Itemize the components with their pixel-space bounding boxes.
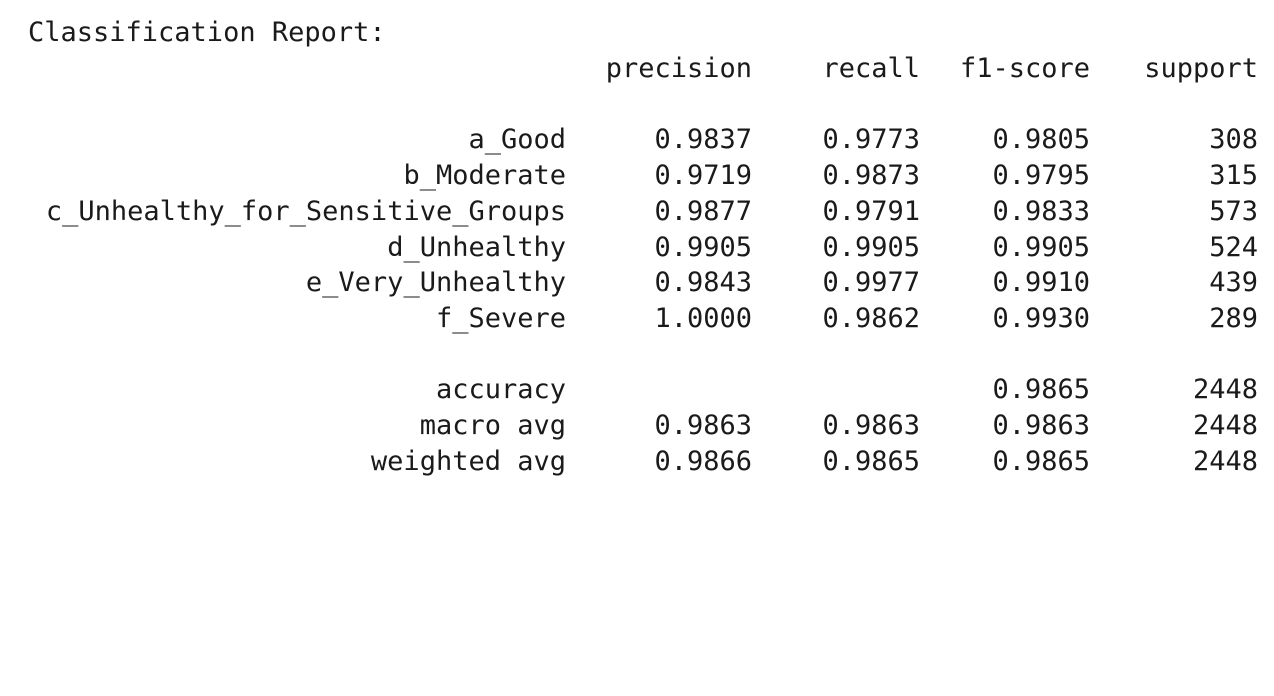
support-value: 573 — [1209, 196, 1258, 227]
support-value: 524 — [1209, 232, 1258, 263]
f1-value: 0.9865 — [992, 374, 1090, 405]
header-precision: precision — [605, 53, 752, 84]
header-row: precision recall f1-score support — [0, 51, 1274, 87]
report-title: Classification Report: — [28, 17, 386, 48]
classification-report: Classification Report: precision recall … — [0, 15, 1274, 480]
f1-value: 0.9805 — [992, 124, 1090, 155]
support-value: 2448 — [1192, 374, 1258, 405]
class-row: a_Good 0.9837 0.9773 0.9805 308 — [0, 122, 1274, 158]
support-value: 439 — [1209, 267, 1258, 298]
f1-value: 0.9905 — [992, 232, 1090, 263]
precision-value: 0.9843 — [654, 267, 752, 298]
summary-row-accuracy: accuracy 0.9865 2448 — [0, 372, 1274, 408]
precision-value: 1.0000 — [654, 303, 752, 334]
precision-value: 0.9719 — [654, 160, 752, 191]
class-label: d_Unhealthy — [387, 232, 566, 263]
support-value: 308 — [1209, 124, 1258, 155]
class-row: b_Moderate 0.9719 0.9873 0.9795 315 — [0, 158, 1274, 194]
recall-value: 0.9791 — [822, 196, 920, 227]
class-row: c_Unhealthy_for_Sensitive_Groups 0.9877 … — [0, 194, 1274, 230]
f1-value: 0.9863 — [992, 410, 1090, 441]
recall-value: 0.9862 — [822, 303, 920, 334]
class-label: f_Severe — [435, 303, 566, 334]
precision-value: 0.9877 — [654, 196, 752, 227]
report-title-line: Classification Report: — [0, 15, 1274, 51]
recall-value: 0.9863 — [822, 410, 920, 441]
recall-value: 0.9905 — [822, 232, 920, 263]
class-row: e_Very_Unhealthy 0.9843 0.9977 0.9910 43… — [0, 265, 1274, 301]
summary-label: weighted avg — [370, 446, 566, 477]
summary-label: accuracy — [435, 374, 566, 405]
recall-value: 0.9773 — [822, 124, 920, 155]
recall-value: 0.9873 — [822, 160, 920, 191]
class-label: e_Very_Unhealthy — [305, 267, 566, 298]
support-value: 315 — [1209, 160, 1258, 191]
class-label: c_Unhealthy_for_Sensitive_Groups — [45, 196, 566, 227]
class-row: d_Unhealthy 0.9905 0.9905 0.9905 524 — [0, 230, 1274, 266]
support-value: 2448 — [1192, 410, 1258, 441]
summary-label: macro avg — [419, 410, 566, 441]
class-label: a_Good — [468, 124, 566, 155]
precision-value: 0.9905 — [654, 232, 752, 263]
summary-row-macro-avg: macro avg 0.9863 0.9863 0.9863 2448 — [0, 408, 1274, 444]
f1-value: 0.9930 — [992, 303, 1090, 334]
header-support: support — [1144, 53, 1258, 84]
f1-value: 0.9910 — [992, 267, 1090, 298]
f1-value: 0.9795 — [992, 160, 1090, 191]
recall-value: 0.9977 — [822, 267, 920, 298]
header-f1-score: f1-score — [959, 53, 1090, 84]
class-row: f_Severe 1.0000 0.9862 0.9930 289 — [0, 301, 1274, 337]
precision-value: 0.9866 — [654, 446, 752, 477]
recall-value: 0.9865 — [822, 446, 920, 477]
class-label: b_Moderate — [403, 160, 566, 191]
summary-row-weighted-avg: weighted avg 0.9866 0.9865 0.9865 2448 — [0, 444, 1274, 480]
support-value: 289 — [1209, 303, 1258, 334]
precision-value: 0.9863 — [654, 410, 752, 441]
support-value: 2448 — [1192, 446, 1258, 477]
precision-value: 0.9837 — [654, 124, 752, 155]
f1-value: 0.9865 — [992, 446, 1090, 477]
header-recall: recall — [822, 53, 920, 84]
f1-value: 0.9833 — [992, 196, 1090, 227]
